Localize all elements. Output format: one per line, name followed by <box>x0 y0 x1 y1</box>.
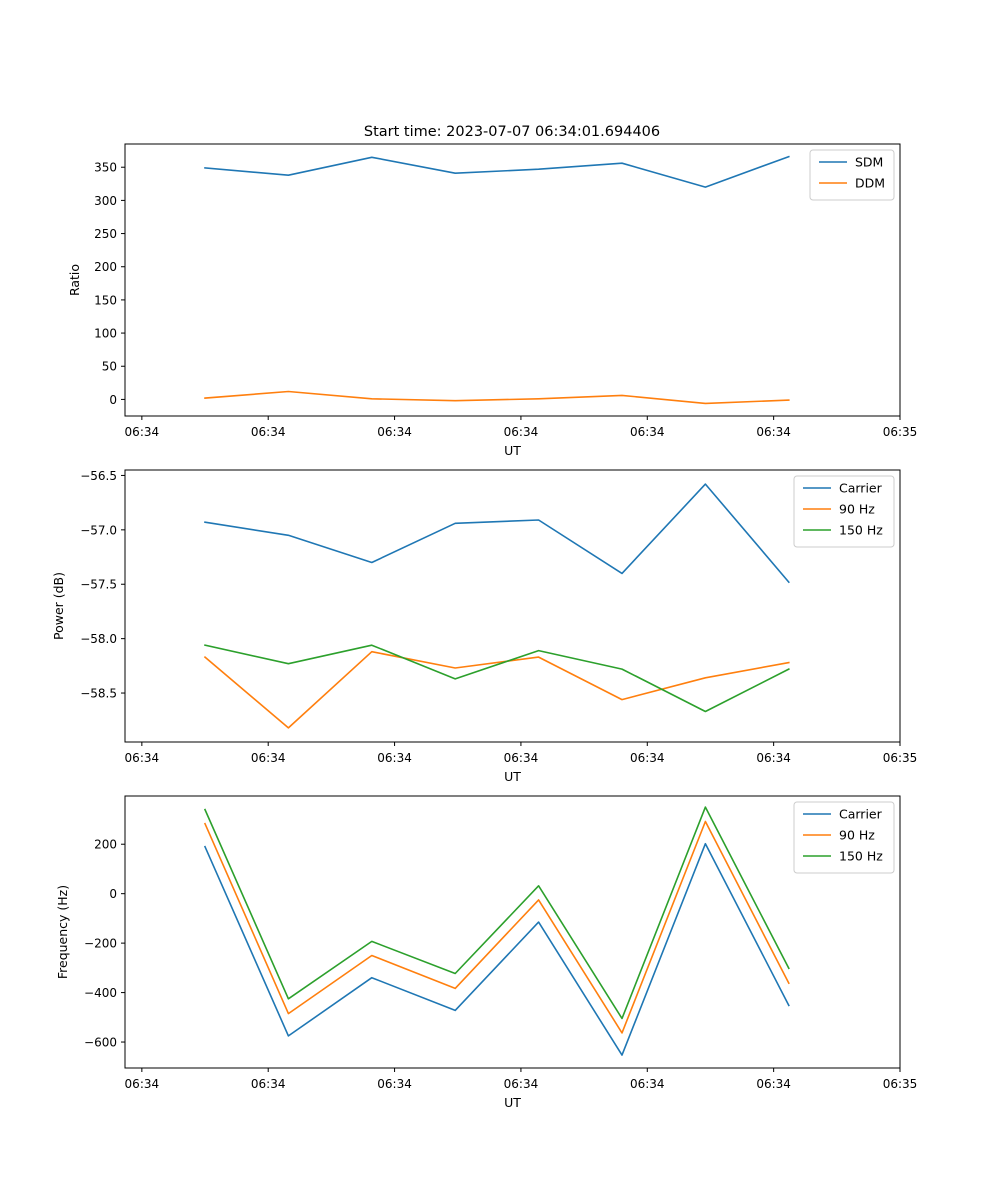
y-tick-label: 0 <box>109 393 117 407</box>
axes-frame <box>124 143 901 417</box>
series-line-ddm <box>204 390 790 405</box>
y-tick-label: 200 <box>94 260 117 274</box>
legend-entry: 150 Hz <box>839 523 883 538</box>
x-tick-label: 06:34 <box>251 1077 286 1091</box>
x-tick-label: 06:34 <box>756 1077 791 1091</box>
y-tick-label: 50 <box>102 360 117 374</box>
x-tick-label: 06:34 <box>630 751 665 765</box>
x-tick-label: 06:34 <box>630 425 665 439</box>
y-axis-label: Frequency (Hz) <box>55 885 70 979</box>
y-tick-label: 350 <box>94 161 117 175</box>
legend-entry: Carrier <box>839 807 883 822</box>
x-tick-label: 06:35 <box>883 425 918 439</box>
x-tick-label: 06:34 <box>756 425 791 439</box>
y-axis-label: Ratio <box>67 264 82 296</box>
chart-panel-2: 06:34 06:34 06:34 06:34 06:34 06:34 06:35 −58.5… <box>51 469 917 784</box>
legend: Carrier 90 Hz 150 Hz <box>793 475 895 548</box>
y-tick-label: 0 <box>109 887 117 901</box>
series-line-150-hz <box>204 644 790 713</box>
axes-frame <box>124 795 901 1069</box>
y-tick-label: −600 <box>84 1036 117 1050</box>
y-tick-label: 200 <box>94 838 117 852</box>
legend-entry: DDM <box>855 176 885 191</box>
y-tick-label: 100 <box>94 327 117 341</box>
legend-entry: 90 Hz <box>839 828 875 843</box>
x-tick-label: 06:35 <box>883 751 918 765</box>
x-tick-label: 06:34 <box>504 751 539 765</box>
chart-panel-3: 06:34 06:34 06:34 06:34 06:34 06:34 06:35 −600 −… <box>55 795 918 1110</box>
x-tick-label: 06:34 <box>251 425 286 439</box>
x-tick-label: 06:34 <box>125 751 160 765</box>
y-tick-label: −58.5 <box>80 687 117 701</box>
x-axis-label: UT <box>504 443 521 458</box>
series-line-carrier <box>204 483 790 584</box>
x-axis-label: UT <box>504 769 521 784</box>
x-tick-label: 06:34 <box>125 1077 160 1091</box>
x-tick-label: 06:34 <box>377 751 412 765</box>
y-tick-label: −56.5 <box>80 469 117 483</box>
figure-title: Start time: 2023-07-07 06:34:01.694406 <box>364 124 660 140</box>
legend-entry: 90 Hz <box>839 502 875 517</box>
y-tick-label: 250 <box>94 227 117 241</box>
x-tick-label: 06:35 <box>883 1077 918 1091</box>
x-axis-label: UT <box>504 1095 521 1110</box>
x-tick-label: 06:34 <box>504 425 539 439</box>
x-tick-label: 06:34 <box>377 425 412 439</box>
x-tick-label: 06:34 <box>504 1077 539 1091</box>
x-tick-label: 06:34 <box>251 751 286 765</box>
y-tick-label: 150 <box>94 293 117 307</box>
y-tick-label: −57.0 <box>80 523 117 537</box>
legend-entry: 150 Hz <box>839 849 883 864</box>
axes-frame <box>124 469 901 743</box>
legend: SDM DDM <box>809 149 895 201</box>
y-tick-label: −200 <box>84 937 117 951</box>
series-line-carrier <box>203 842 790 1056</box>
x-tick-label: 06:34 <box>377 1077 412 1091</box>
x-tick-label: 06:34 <box>630 1077 665 1091</box>
legend-entry: SDM <box>855 155 883 170</box>
legend: Carrier 90 Hz 150 Hz <box>793 801 895 874</box>
y-tick-label: −400 <box>84 986 117 1000</box>
y-axis-label: Power (dB) <box>51 572 66 640</box>
series-line-150-hz <box>203 806 790 1020</box>
x-tick-label: 06:34 <box>125 425 160 439</box>
x-tick-label: 06:34 <box>756 751 791 765</box>
y-tick-label: 300 <box>94 194 117 208</box>
series-line-90-hz <box>203 650 790 729</box>
series-line-90-hz <box>203 820 790 1034</box>
y-tick-label: −58.0 <box>80 632 117 646</box>
series-line-sdm <box>204 155 790 188</box>
y-tick-label: −57.5 <box>80 578 117 592</box>
chart-panel-1: 06:34 06:34 06:34 06:34 06:34 06:34 06:35 0 50 10… <box>67 143 918 458</box>
legend-entry: Carrier <box>839 481 883 496</box>
